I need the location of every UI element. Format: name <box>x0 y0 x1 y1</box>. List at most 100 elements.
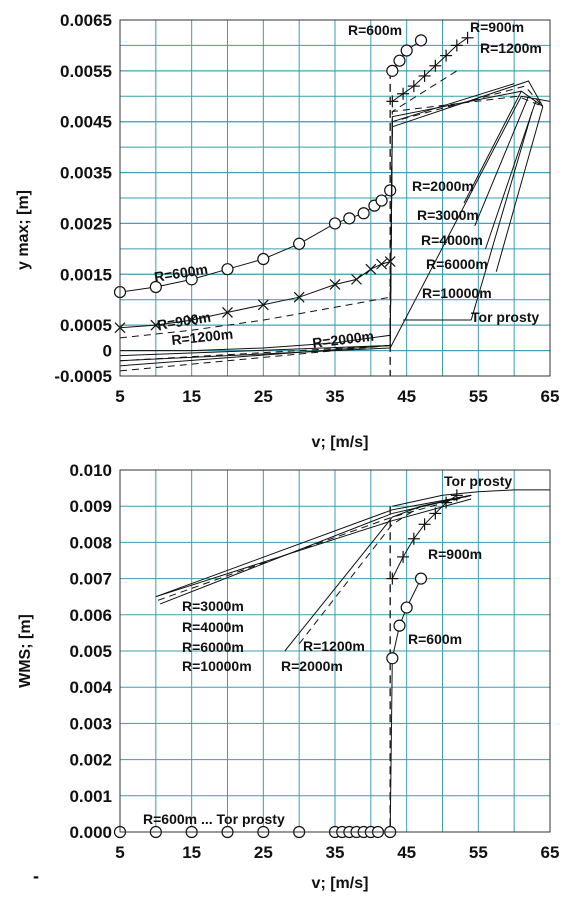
t-point-circle <box>185 273 198 286</box>
t-leader-line <box>495 106 544 272</box>
t-x-tick-label: 65 <box>541 387 560 406</box>
t-point-plus <box>429 59 442 72</box>
b-point-plus <box>418 518 431 531</box>
t-x-tick-label: 45 <box>397 387 416 406</box>
b-x-tick-label: 35 <box>326 843 345 862</box>
t-point-circle <box>375 194 388 207</box>
top-chart: 0.0065 0.0055 0.0045 0.0035 0.0025 0.0015 0.00… <box>15 11 559 451</box>
t-leader-line <box>470 111 533 321</box>
t-point-circle <box>414 34 428 47</box>
b-x-tick-label: 15 <box>182 843 201 862</box>
t-point-circle <box>343 212 356 225</box>
t-point-plus <box>440 49 453 62</box>
annotation-r10000m: R=10000m <box>422 285 492 301</box>
bottom-x-axis-label: v; [m/s] <box>312 875 369 892</box>
t-point-x <box>257 299 269 311</box>
annotation-r600m-upper: R=600m <box>348 22 402 38</box>
b-y-tick-label: 0.008 <box>69 533 112 552</box>
bottom-y-axis-label: WMS; [m] <box>17 614 34 688</box>
b-series-line <box>298 494 472 645</box>
b-point-circle <box>393 619 406 632</box>
b-fan-line <box>157 494 472 601</box>
b-x-tick-label: 55 <box>469 843 488 862</box>
stray-dash-mark: - <box>33 866 39 886</box>
t-point-circle <box>257 252 270 266</box>
b-series-line <box>392 489 550 507</box>
t-x-tick-label: 55 <box>469 387 488 406</box>
annotation-r900m-upper: R=900m <box>470 19 524 35</box>
t-point-x <box>329 279 341 290</box>
t-x-tick-label: 15 <box>182 387 201 406</box>
b-x-tick-label: 25 <box>254 843 273 862</box>
t-y-tick-label: 0.0025 <box>60 214 112 233</box>
b-y-tick-label: 0.002 <box>69 751 112 770</box>
b-point-circle <box>414 572 428 585</box>
t-point-x <box>376 258 388 270</box>
t-x-tick-label: 25 <box>254 387 273 406</box>
top-annotations: R=600m R=900m R=1200m R=600m R=900m R=12… <box>153 19 542 351</box>
t-fan-line <box>119 95 544 372</box>
b-y-tick-label: 0.005 <box>69 642 112 661</box>
b-x-tick-label: 45 <box>397 843 416 862</box>
b-x-tick-label: 5 <box>115 843 124 862</box>
t-point-circle <box>386 64 399 77</box>
b-point-circle <box>386 652 399 665</box>
t-leader-line <box>485 101 537 250</box>
t-point-x <box>351 273 362 285</box>
t-series-line <box>392 37 468 102</box>
t-point-x <box>222 307 233 318</box>
b-x-tick-label: 65 <box>541 843 560 862</box>
t-fan-line <box>119 90 544 367</box>
t-x-tick-label: 5 <box>115 387 124 406</box>
annotation-r900m-b: R=900m <box>428 546 482 562</box>
annotation-r4000m: R=4000m <box>421 232 483 248</box>
t-point-circle <box>357 207 370 220</box>
t-point-plus <box>450 39 463 52</box>
annotation-r2000m-b: R=2000m <box>281 658 343 674</box>
b-y-tick-label: 0.010 <box>69 461 112 480</box>
t-point-x <box>186 314 198 326</box>
annotation-r1200m-b: R=1200m <box>303 638 365 654</box>
t-y-tick-label: -0.0005 <box>54 367 112 386</box>
annotation-r10000m-b: R=10000m <box>182 658 252 674</box>
t-y-tick-label: 0.0045 <box>60 113 112 132</box>
t-y-tick-label: 0 <box>103 342 112 361</box>
t-y-tick-label: 0.0035 <box>60 164 112 183</box>
t-point-plus <box>397 87 410 100</box>
annotation-tor-prosty: Tor prosty <box>471 309 539 325</box>
b-y-tick-label: 0.007 <box>69 570 112 589</box>
b-y-tick-label: 0.001 <box>69 787 112 806</box>
b-point-plus <box>407 532 420 545</box>
annotation-r1200m-lower: R=1200m <box>171 326 234 348</box>
t-point-circle <box>400 44 413 57</box>
top-plot-frame <box>119 19 551 377</box>
b-series-line <box>155 494 472 598</box>
t-y-tick-label: 0.0005 <box>60 316 112 335</box>
b-point-plus <box>429 507 442 520</box>
annotation-r3000m: R=3000m <box>417 207 479 223</box>
top-x-axis-label: v; [m/s] <box>312 434 369 451</box>
t-point-circle <box>293 237 306 250</box>
annotation-r6000m-b: R=6000m <box>182 639 244 655</box>
t-point-circle <box>328 217 342 230</box>
b-point-plus <box>397 550 410 563</box>
t-point-plus <box>418 69 431 82</box>
b-y-tick-label: 0.003 <box>69 714 112 733</box>
t-series-line <box>391 39 422 72</box>
t-y-tick-label: 0.0055 <box>60 62 112 81</box>
b-y-tick-label: 0.004 <box>69 678 112 697</box>
b-y-tick-label: 0.000 <box>69 823 112 842</box>
t-point-x <box>365 263 377 275</box>
bottom-annotations: Tor prosty R=900m R=3000m R=4000m R=6000… <box>143 473 512 827</box>
b-y-tick-label: 0.006 <box>69 606 112 625</box>
b-series-line <box>120 578 422 833</box>
annotation-r1200m-upper: R=1200m <box>480 40 542 56</box>
t-point-x <box>293 291 305 303</box>
t-point-x <box>384 256 396 267</box>
t-point-circle <box>393 54 406 67</box>
t-point-plus <box>461 31 474 44</box>
t-point-plus <box>386 95 399 108</box>
b-fan-line <box>155 498 472 598</box>
t-leader-line <box>463 90 522 204</box>
